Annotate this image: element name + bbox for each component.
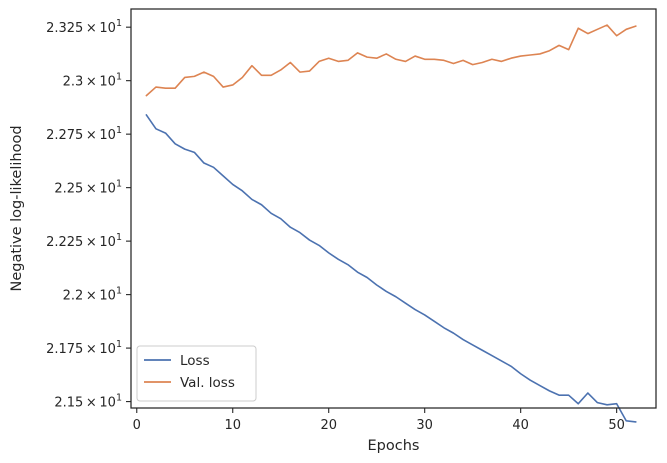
y-tick-label: 2.175 × 101 <box>46 339 122 357</box>
y-tick-label: 2.3 × 101 <box>63 72 122 90</box>
y-tick-label: 2.2 × 101 <box>63 286 122 304</box>
y-tick-label: 2.15 × 101 <box>54 393 122 411</box>
x-tick-label: 0 <box>133 418 141 433</box>
y-tick-label: 2.225 × 101 <box>46 232 122 250</box>
y-axis: 2.15 × 101 2.175 × 101 2.2 × 101 2.225 × 10… <box>46 18 131 411</box>
x-tick-label: 50 <box>608 418 625 433</box>
x-tick-label: 10 <box>224 418 241 433</box>
plot-frame <box>130 8 657 409</box>
legend-entry-label: Val. loss <box>180 375 235 391</box>
series-line-2 <box>145 24 637 97</box>
x-axis-label: Epochs <box>368 438 420 454</box>
legend-entry-label: Loss <box>180 353 210 369</box>
plot-lines <box>145 24 637 423</box>
y-tick-label: 2.275 × 101 <box>46 125 122 143</box>
x-axis: 0 10 20 30 40 50 <box>133 408 625 433</box>
y-axis-label: Negative log-likelihood <box>9 125 25 291</box>
series-line-1 <box>145 114 637 423</box>
y-tick-label: 2.25 × 101 <box>54 179 122 197</box>
x-tick-label: 40 <box>512 418 529 433</box>
legend: Loss Val. loss <box>136 345 257 402</box>
y-tick-label: 2.325 × 101 <box>46 18 122 36</box>
x-tick-label: 20 <box>320 418 337 433</box>
x-tick-label: 30 <box>416 418 433 433</box>
